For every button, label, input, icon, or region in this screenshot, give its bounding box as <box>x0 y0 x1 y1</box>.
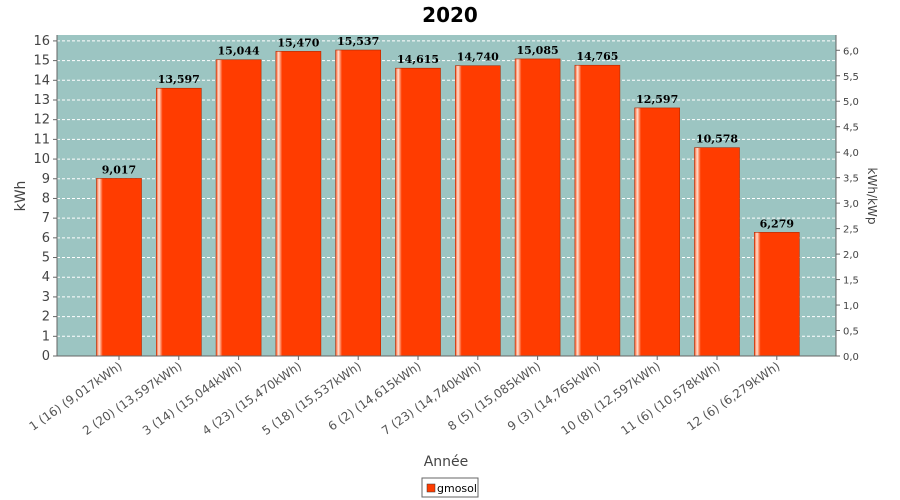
y-tick-label: 10 <box>33 152 50 167</box>
y2-tick-label: 0,5 <box>843 327 859 338</box>
bar <box>335 49 382 357</box>
bar <box>574 64 621 357</box>
x-tick-label: 7 (23) (14,740kWh) <box>379 359 483 438</box>
bar <box>634 107 681 357</box>
y-axis-label: kWh <box>13 181 29 212</box>
bar-value-label: 14,740 <box>457 51 499 64</box>
y-tick-label: 5 <box>42 251 50 266</box>
bar <box>694 147 740 357</box>
bar-value-label: 10,578 <box>696 133 738 146</box>
legend-box <box>421 477 479 498</box>
x-tick-label: 2 (20) (13,597kWh) <box>80 359 184 438</box>
y-tick-label: 13 <box>33 93 50 108</box>
bar <box>96 178 142 357</box>
bar-value-label: 9,017 <box>102 163 136 176</box>
y2-tick-label: 6,0 <box>843 46 859 57</box>
y2-tick-label: 3,5 <box>843 174 859 185</box>
y2-tick-label: 1,5 <box>843 276 859 287</box>
bar <box>275 51 322 357</box>
bar <box>454 65 501 357</box>
y2-axis-label: kWh/kWp <box>865 168 879 225</box>
bar-value-label: 15,537 <box>337 35 379 48</box>
y2-tick-label: 5,0 <box>843 97 859 108</box>
y-tick-label: 0 <box>42 349 50 364</box>
y-tick-label: 7 <box>42 211 50 226</box>
x-tick-label: 5 (18) (15,537kWh) <box>259 359 363 438</box>
bar-value-label: 12,597 <box>636 93 678 106</box>
bar-value-label: 14,765 <box>576 50 618 63</box>
x-tick-label: 3 (14) (15,044kWh) <box>140 359 244 438</box>
bar <box>395 67 441 357</box>
x-axis-label: Année <box>424 454 469 470</box>
bar <box>215 59 262 357</box>
x-tick-label: 4 (23) (15,470kWh) <box>200 359 304 438</box>
bar-value-label: 14,615 <box>397 53 439 66</box>
y2-tick-label: 2,0 <box>843 250 859 261</box>
y-tick-label: 9 <box>42 172 50 187</box>
y-tick-label: 3 <box>42 290 50 305</box>
legend-label: gmosol <box>437 482 477 495</box>
x-tick-label: 11 (6) (10,578kWh) <box>618 359 722 438</box>
bar <box>514 58 561 357</box>
bar <box>156 87 202 357</box>
bar-value-label: 15,470 <box>277 36 319 49</box>
y2-tick-label: 4,5 <box>843 123 859 134</box>
y2-tick-label: 1,0 <box>843 301 859 312</box>
y-tick-label: 2 <box>42 310 50 325</box>
y-tick-label: 14 <box>33 73 50 88</box>
y-tick-label: 4 <box>42 270 50 285</box>
y-tick-label: 1 <box>42 329 50 344</box>
chart-title: 2020 <box>422 3 478 27</box>
y2-tick-label: 3,0 <box>843 199 859 210</box>
bar-value-label: 15,044 <box>218 45 260 58</box>
y-tick-label: 8 <box>42 191 50 206</box>
legend: gmosol <box>421 477 479 498</box>
bar <box>753 232 800 357</box>
y-tick-label: 16 <box>33 34 50 49</box>
x-tick-label: 10 (8) (12,597kWh) <box>558 359 662 438</box>
bar-value-label: 6,279 <box>760 217 794 230</box>
y2-tick-label: 4,0 <box>843 148 859 159</box>
legend-swatch <box>426 483 436 493</box>
y-tick-label: 15 <box>33 54 50 69</box>
y2-tick-label: 5,5 <box>843 72 859 83</box>
y-tick-label: 11 <box>33 132 50 147</box>
bar-value-label: 13,597 <box>158 73 200 86</box>
y-tick-label: 6 <box>42 231 50 246</box>
y2-tick-label: 2,5 <box>843 225 859 236</box>
bar-value-label: 15,085 <box>517 44 559 57</box>
y2-tick-label: 0,0 <box>843 352 859 363</box>
y-tick-label: 12 <box>33 113 50 128</box>
